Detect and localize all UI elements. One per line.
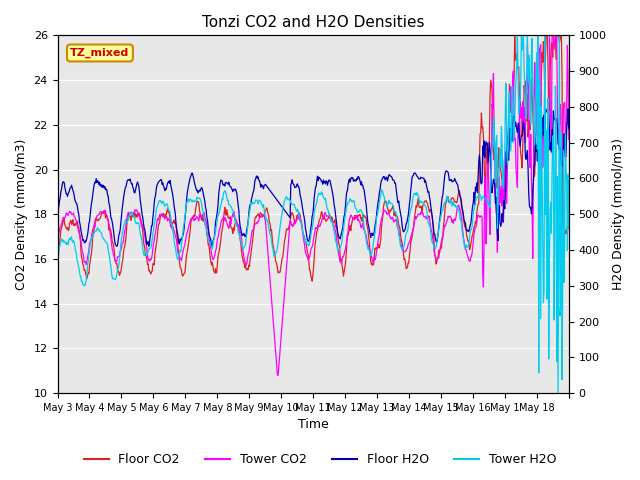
X-axis label: Time: Time <box>298 419 328 432</box>
Y-axis label: CO2 Density (mmol/m3): CO2 Density (mmol/m3) <box>15 139 28 290</box>
Title: Tonzi CO2 and H2O Densities: Tonzi CO2 and H2O Densities <box>202 15 424 30</box>
Text: TZ_mixed: TZ_mixed <box>70 48 129 58</box>
Legend: Floor CO2, Tower CO2, Floor H2O, Tower H2O: Floor CO2, Tower CO2, Floor H2O, Tower H… <box>79 448 561 471</box>
Y-axis label: H2O Density (mmol/m3): H2O Density (mmol/m3) <box>612 138 625 290</box>
